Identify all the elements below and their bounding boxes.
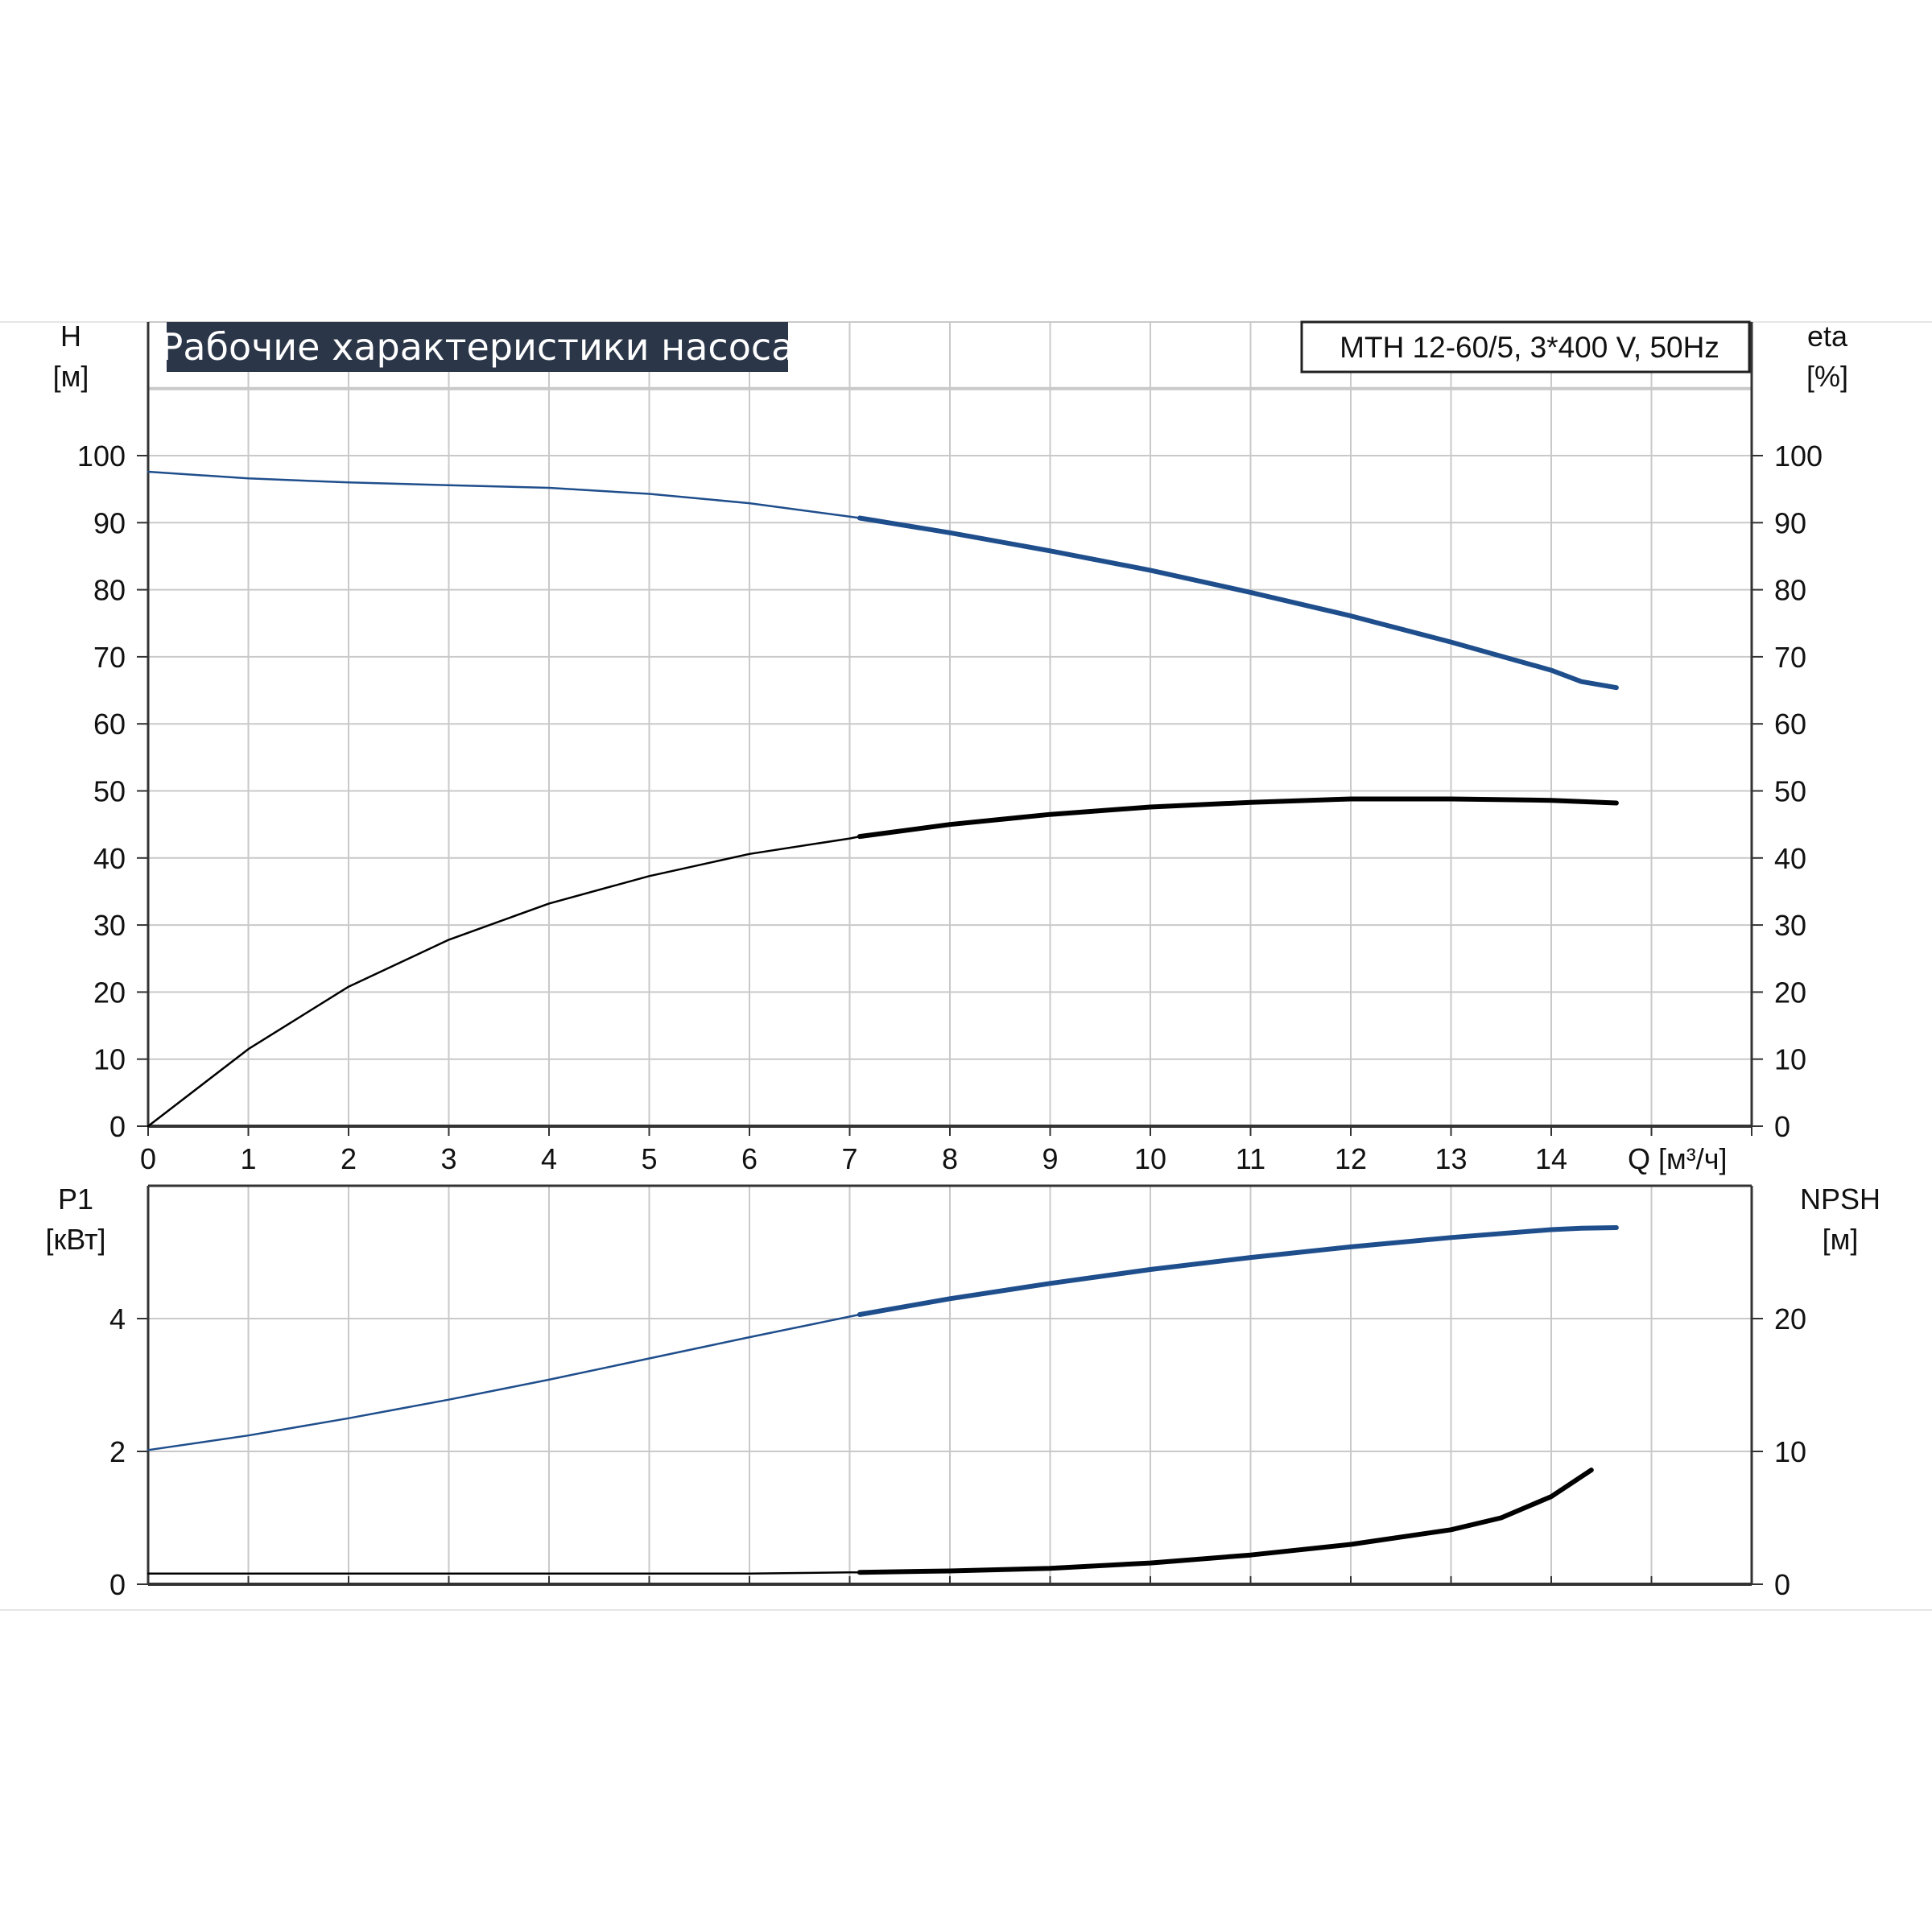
y-left-tick-label: 0: [109, 1110, 126, 1143]
p1-axis-unit: [кВт]: [45, 1223, 105, 1256]
y-right-tick-label: 50: [1774, 775, 1806, 808]
npsh-axis-name: NPSH: [1800, 1183, 1880, 1216]
npsh-axis-unit: [м]: [1823, 1223, 1859, 1256]
npsh-tick-label: 10: [1774, 1435, 1806, 1468]
y-left-tick-label: 100: [77, 440, 126, 473]
y-right-tick-label: 80: [1774, 574, 1806, 607]
y-right-tick-label: 40: [1774, 842, 1806, 875]
y-left-tick-label: 50: [93, 775, 126, 808]
head-curve-bold: [857, 515, 1619, 691]
right-axis-name: eta: [1807, 320, 1848, 353]
x-tick-label: 6: [741, 1142, 758, 1175]
y-right-tick-label: 60: [1774, 708, 1806, 741]
x-tick-label: 13: [1435, 1142, 1467, 1175]
npsh-curve-bold: [857, 1468, 1594, 1575]
y-left-tick-label: 10: [93, 1043, 126, 1076]
y-left-tick-label: 60: [93, 708, 126, 741]
y-right-tick-label: 10: [1774, 1043, 1806, 1076]
npsh-curve-thin: [147, 1571, 861, 1575]
p1-axis-name: P1: [58, 1183, 93, 1216]
power-curve-bold: [857, 1225, 1619, 1317]
power-curve-thin: [147, 1313, 861, 1451]
efficiency-curve-bold: [857, 796, 1619, 840]
x-tick-label: 14: [1535, 1142, 1567, 1175]
right-axis-unit: [%]: [1806, 360, 1848, 393]
y-right-tick-label: 0: [1774, 1110, 1790, 1143]
y-left-tick-label: 80: [93, 574, 126, 607]
p1-tick-label: 0: [109, 1568, 126, 1601]
x-tick-label: 3: [440, 1142, 456, 1175]
npsh-tick-label: 0: [1774, 1568, 1790, 1601]
p1-tick-label: 2: [109, 1435, 126, 1468]
p1-tick-label: 4: [109, 1302, 126, 1335]
y-left-tick-label: 30: [93, 909, 126, 942]
chart-title: Рабочие характеристики насоса: [161, 325, 795, 369]
model-box: [1300, 320, 1751, 374]
x-axis-label: Q [м³/ч]: [1628, 1142, 1728, 1175]
efficiency-curve-thin: [147, 835, 861, 1128]
x-tick-label: 9: [1042, 1142, 1058, 1175]
x-tick-label: 7: [841, 1142, 857, 1175]
y-right-tick-label: 30: [1774, 909, 1806, 942]
model-label: MTH 12-60/5, 3*400 V, 50Hz: [1340, 331, 1719, 364]
y-right-tick-label: 90: [1774, 506, 1806, 539]
y-left-tick-label: 90: [93, 506, 126, 539]
x-tick-label: 1: [240, 1142, 256, 1175]
y-right-tick-label: 20: [1774, 976, 1806, 1009]
y-left-tick-label: 40: [93, 842, 126, 875]
y-left-tick-label: 70: [93, 641, 126, 674]
y-left-tick-label: 20: [93, 976, 126, 1009]
x-tick-label: 8: [942, 1142, 958, 1175]
npsh-tick-label: 20: [1774, 1302, 1806, 1335]
x-tick-label: 4: [541, 1142, 557, 1175]
x-tick-label: 10: [1134, 1142, 1166, 1175]
x-tick-label: 2: [341, 1142, 357, 1175]
head-curve-thin: [147, 470, 861, 519]
left-axis-unit: [м]: [53, 360, 89, 393]
x-tick-label: 0: [140, 1142, 156, 1175]
y-right-tick-label: 70: [1774, 641, 1806, 674]
x-tick-label: 11: [1236, 1142, 1265, 1175]
x-tick-label: 5: [641, 1142, 657, 1175]
x-tick-label: 12: [1335, 1142, 1367, 1175]
title-box: [167, 322, 788, 372]
y-right-tick-label: 100: [1774, 440, 1823, 473]
left-axis-name: H: [60, 320, 81, 353]
